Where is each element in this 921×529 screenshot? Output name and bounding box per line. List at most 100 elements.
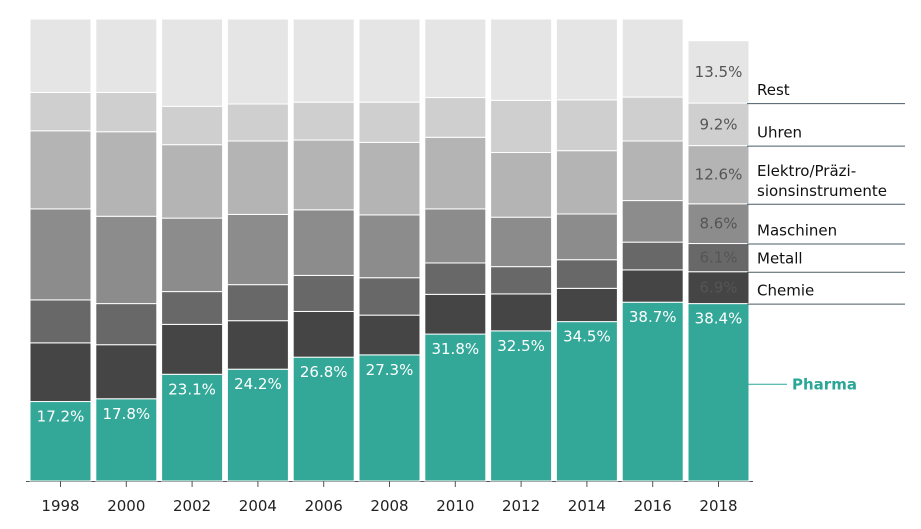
x-tick-label: 2014 xyxy=(568,497,606,515)
bar-segment-chemie-2002 xyxy=(161,323,224,375)
bar-segment-maschinen-2006 xyxy=(292,209,355,276)
bar-segment-uhren-2016 xyxy=(621,96,684,142)
legend-label-chemie: Chemie xyxy=(757,282,814,300)
x-tick-label: 2004 xyxy=(239,497,277,515)
bar-segment-elektro-pr-zisionsinstrumente-2004 xyxy=(226,140,289,215)
bar-segment-elektro-pr-zisionsinstrumente-2018 xyxy=(687,145,750,205)
bar-segment-maschinen-2010 xyxy=(424,208,487,264)
last-bar-value-label: 6.9% xyxy=(699,279,737,297)
bar-segment-chemie-2000 xyxy=(95,344,158,400)
x-tick-label: 1998 xyxy=(41,497,79,515)
bar-segment-rest-2008 xyxy=(358,18,421,103)
bar-segment-maschinen-1998 xyxy=(29,208,92,301)
bar-segment-chemie-2006 xyxy=(292,310,355,358)
bar-segment-chemie-1998 xyxy=(29,342,92,403)
bar-segment-uhren-2000 xyxy=(95,91,158,133)
bar-segment-metall-2016 xyxy=(621,241,684,271)
x-tick-label: 2010 xyxy=(436,497,474,515)
bar-segment-rest-2018 xyxy=(687,40,750,104)
last-bar-value-label: 9.2% xyxy=(699,115,737,133)
bar-segment-chemie-2014 xyxy=(555,287,618,323)
bar-segment-pharma-2016 xyxy=(621,301,684,482)
bar-segment-pharma-2014 xyxy=(555,321,618,482)
legend-label-metall: Metall xyxy=(757,250,803,268)
last-bar-value-label: 8.6% xyxy=(699,215,737,233)
bar-segment-metall-2002 xyxy=(161,291,224,325)
pharma-value-label: 27.3% xyxy=(366,361,414,379)
bar-segment-chemie-2012 xyxy=(490,293,553,332)
bar-segment-elektro-pr-zisionsinstrumente-1998 xyxy=(29,130,92,210)
bar-segment-uhren-2012 xyxy=(490,99,553,154)
bar-segment-elektro-pr-zisionsinstrumente-2008 xyxy=(358,141,421,216)
pharma-value-label: 31.8% xyxy=(431,340,479,358)
bar-segment-pharma-2010 xyxy=(424,333,487,482)
bar-segment-metall-2014 xyxy=(555,259,618,289)
bar-segment-maschinen-2000 xyxy=(95,215,158,305)
bar-segment-elektro-pr-zisionsinstrumente-2012 xyxy=(490,152,553,218)
bar-segment-pharma-2012 xyxy=(490,330,553,482)
x-tick-label: 2006 xyxy=(305,497,343,515)
bar-segment-metall-2010 xyxy=(424,262,487,295)
bar-segment-chemie-2018 xyxy=(687,271,750,305)
bar-segment-uhren-2014 xyxy=(555,99,618,152)
x-tick-label: 2008 xyxy=(370,497,408,515)
pharma-value-label: 24.2% xyxy=(234,375,282,393)
last-bar-value-label: 6.1% xyxy=(699,249,737,267)
bar-segment-rest-1998 xyxy=(29,18,92,93)
bar-segment-metall-2004 xyxy=(226,284,289,322)
bar-segment-rest-2002 xyxy=(161,18,224,107)
bar-segment-uhren-2010 xyxy=(424,97,487,138)
bar-segment-rest-2010 xyxy=(424,18,487,99)
bar-segment-chemie-2008 xyxy=(358,314,421,356)
pharma-value-label: 26.8% xyxy=(300,363,348,381)
x-tick-label: 2016 xyxy=(634,497,672,515)
bar-segment-uhren-2008 xyxy=(358,101,421,143)
bar-segment-elektro-pr-zisionsinstrumente-2002 xyxy=(161,144,224,219)
legend-label-maschinen: Maschinen xyxy=(757,222,837,240)
bar-segment-maschinen-2012 xyxy=(490,216,553,268)
bar-segment-maschinen-2002 xyxy=(161,217,224,293)
pharma-value-label: 34.5% xyxy=(563,328,611,346)
pharma-value-label: 17.8% xyxy=(102,405,150,423)
legend-label-pharma: Pharma xyxy=(792,375,857,393)
x-tick-label: 2000 xyxy=(107,497,145,515)
bar-segment-metall-1998 xyxy=(29,299,92,344)
bar-segment-uhren-2002 xyxy=(161,105,224,146)
legend-label-rest: Rest xyxy=(757,81,790,99)
bar-segment-rest-2006 xyxy=(292,18,355,103)
pharma-value-label: 17.2% xyxy=(37,408,85,426)
last-bar-value-label: 12.6% xyxy=(695,166,743,184)
bar-segment-pharma-2002 xyxy=(161,373,224,482)
bar-segment-metall-2018 xyxy=(687,243,750,273)
bar-segment-rest-2000 xyxy=(95,18,158,93)
last-bar-value-label: 13.5% xyxy=(695,63,743,81)
bar-segment-uhren-2004 xyxy=(226,103,289,142)
pharma-value-label: 32.5% xyxy=(497,337,545,355)
bar-segment-maschinen-2016 xyxy=(621,200,684,243)
bar-segment-elektro-pr-zisionsinstrumente-2006 xyxy=(292,139,355,211)
bar-segment-rest-2016 xyxy=(621,18,684,98)
bar-segment-metall-2012 xyxy=(490,266,553,295)
bar-segment-chemie-2004 xyxy=(226,320,289,370)
bar-segment-maschinen-2008 xyxy=(358,214,421,279)
bar-segment-metall-2006 xyxy=(292,274,355,312)
bar-segment-rest-2012 xyxy=(490,18,553,101)
bar-segment-pharma-2008 xyxy=(358,354,421,482)
bar-segment-maschinen-2004 xyxy=(226,213,289,286)
bar-segment-pharma-2018 xyxy=(687,303,750,482)
bar-segment-maschinen-2018 xyxy=(687,203,750,245)
bar-segment-chemie-2016 xyxy=(621,269,684,303)
pharma-value-label: 23.1% xyxy=(168,380,216,398)
legend-label-elektro-pr-zisionsinstrumente: sionsinstrumente xyxy=(757,182,887,200)
bar-segment-elektro-pr-zisionsinstrumente-2016 xyxy=(621,140,684,202)
pharma-value-label: 38.4% xyxy=(695,310,743,328)
bar-segment-rest-2014 xyxy=(555,18,618,101)
bar-segment-elektro-pr-zisionsinstrumente-2010 xyxy=(424,136,487,210)
bar-segment-pharma-2004 xyxy=(226,368,289,482)
bar-segment-uhren-1998 xyxy=(29,91,92,132)
bar-segment-metall-2000 xyxy=(95,303,158,346)
bar-segment-elektro-pr-zisionsinstrumente-2000 xyxy=(95,131,158,217)
bar-segment-maschinen-2014 xyxy=(555,213,618,261)
